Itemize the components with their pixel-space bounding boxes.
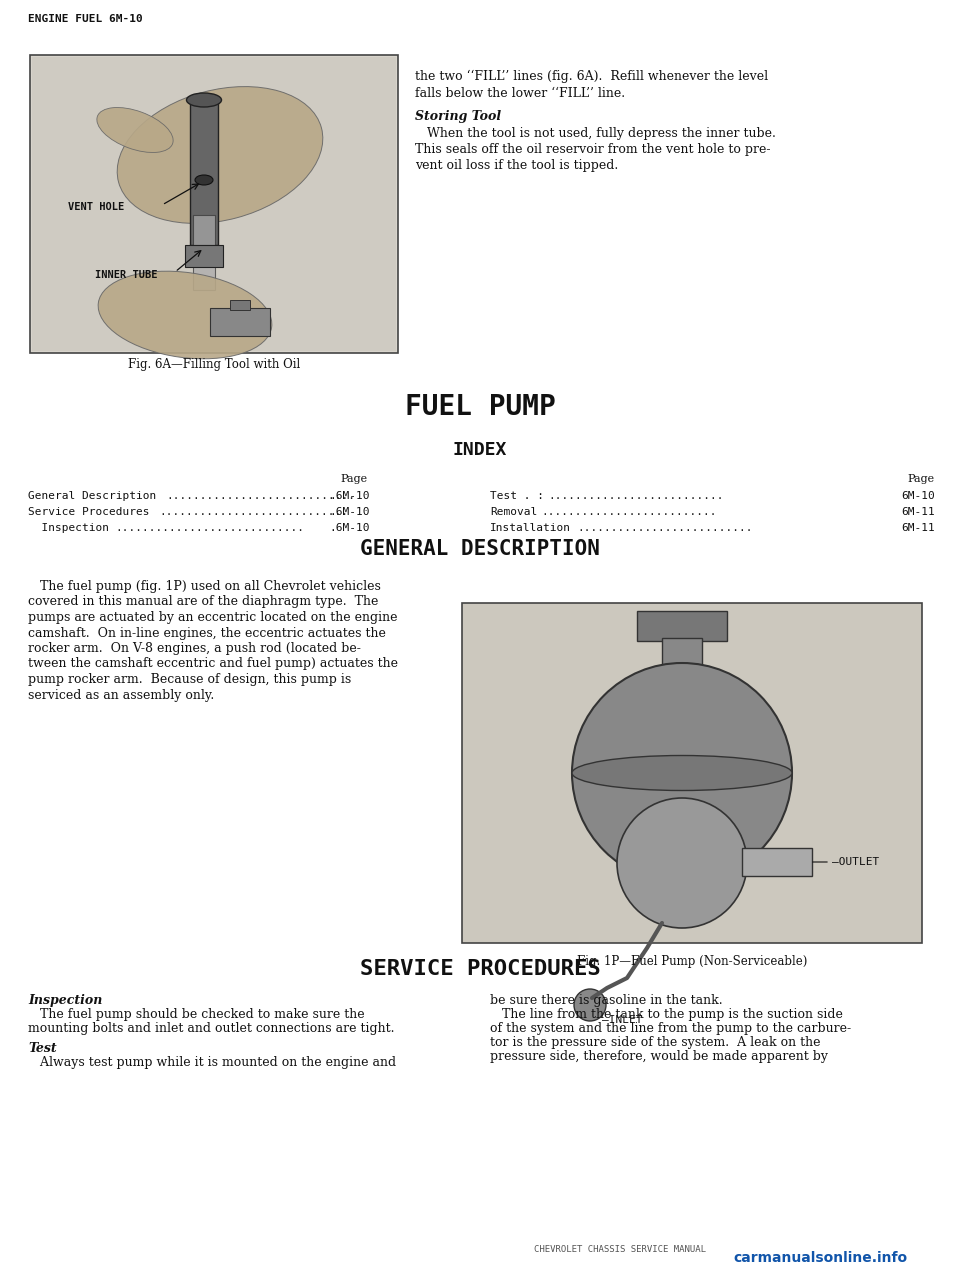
Text: ..........................: .......................... xyxy=(548,491,724,501)
Bar xyxy=(32,57,396,352)
Text: Service Procedures: Service Procedures xyxy=(28,508,150,516)
Text: pump rocker arm.  Because of design, this pump is: pump rocker arm. Because of design, this… xyxy=(28,673,351,687)
Text: ............................: ............................ xyxy=(167,491,356,501)
Text: covered in this manual are of the diaphragm type.  The: covered in this manual are of the diaphr… xyxy=(28,595,378,609)
Text: carmanualsonline.info: carmanualsonline.info xyxy=(732,1251,907,1265)
Bar xyxy=(210,308,270,336)
Text: Inspection: Inspection xyxy=(28,994,103,1008)
Text: INDEX: INDEX xyxy=(453,442,507,459)
Text: ..........................: .......................... xyxy=(541,508,716,516)
Text: tween the camshaft eccentric and fuel pump) actuates the: tween the camshaft eccentric and fuel pu… xyxy=(28,657,398,670)
Text: CHEVROLET CHASSIS SERVICE MANUAL: CHEVROLET CHASSIS SERVICE MANUAL xyxy=(534,1245,706,1254)
Text: pumps are actuated by an eccentric located on the engine: pumps are actuated by an eccentric locat… xyxy=(28,610,397,624)
Text: .6M-10: .6M-10 xyxy=(329,491,370,501)
Ellipse shape xyxy=(572,755,792,791)
Text: The fuel pump (fig. 1P) used on all Chevrolet vehicles: The fuel pump (fig. 1P) used on all Chev… xyxy=(28,580,381,593)
Ellipse shape xyxy=(117,86,323,223)
Bar xyxy=(185,245,223,266)
Text: Inspection: Inspection xyxy=(28,523,109,533)
Text: 6M-11: 6M-11 xyxy=(901,508,935,516)
Circle shape xyxy=(572,662,792,883)
Text: Test . :: Test . : xyxy=(490,491,544,501)
Text: 6M-10: 6M-10 xyxy=(901,491,935,501)
Text: of the system and the line from the pump to the carbure-: of the system and the line from the pump… xyxy=(490,1022,852,1036)
Text: vent oil loss if the tool is tipped.: vent oil loss if the tool is tipped. xyxy=(415,159,618,173)
Text: Test: Test xyxy=(28,1042,57,1055)
Text: Page: Page xyxy=(341,475,368,483)
Text: .6M-10: .6M-10 xyxy=(329,508,370,516)
Text: Storing Tool: Storing Tool xyxy=(415,110,501,123)
Text: 6M-11: 6M-11 xyxy=(901,523,935,533)
Text: The line from the tank to the pump is the suction side: The line from the tank to the pump is th… xyxy=(490,1008,843,1022)
Text: When the tool is not used, fully depress the inner tube.: When the tool is not used, fully depress… xyxy=(415,127,776,140)
Text: VENT HOLE: VENT HOLE xyxy=(68,202,124,212)
Text: —INLET: —INLET xyxy=(602,1015,642,1025)
Bar xyxy=(662,638,702,667)
Text: Fig. 1P—Fuel Pump (Non-Serviceable): Fig. 1P—Fuel Pump (Non-Serviceable) xyxy=(577,956,807,968)
Bar xyxy=(230,299,250,310)
Text: tor is the pressure side of the system.  A leak on the: tor is the pressure side of the system. … xyxy=(490,1036,821,1049)
Text: the two ‘‘FILL’’ lines (fig. 6A).  Refill whenever the level: the two ‘‘FILL’’ lines (fig. 6A). Refill… xyxy=(415,70,768,82)
Text: .6M-10: .6M-10 xyxy=(329,523,370,533)
Text: rocker arm.  On V-8 engines, a push rod (located be-: rocker arm. On V-8 engines, a push rod (… xyxy=(28,642,361,655)
Text: —OUTLET: —OUTLET xyxy=(832,857,879,867)
Text: camshaft.  On in-line engines, the eccentric actuates the: camshaft. On in-line engines, the eccent… xyxy=(28,627,386,640)
Text: ..........................: .......................... xyxy=(578,523,753,533)
Text: INNER TUBE: INNER TUBE xyxy=(95,270,157,280)
Text: serviced as an assembly only.: serviced as an assembly only. xyxy=(28,689,214,702)
Ellipse shape xyxy=(97,108,173,152)
Text: FUEL PUMP: FUEL PUMP xyxy=(404,393,556,421)
Bar xyxy=(193,214,215,291)
Text: Installation: Installation xyxy=(490,523,571,533)
Text: ENGINE FUEL 6M-10: ENGINE FUEL 6M-10 xyxy=(28,14,143,24)
Circle shape xyxy=(617,798,747,928)
Text: mounting bolts and inlet and outlet connections are tight.: mounting bolts and inlet and outlet conn… xyxy=(28,1022,395,1036)
Ellipse shape xyxy=(98,272,272,359)
Ellipse shape xyxy=(195,175,213,185)
Text: be sure there is gasoline in the tank.: be sure there is gasoline in the tank. xyxy=(490,994,723,1008)
Text: General Description: General Description xyxy=(28,491,156,501)
Text: ............................: ............................ xyxy=(159,508,348,516)
Ellipse shape xyxy=(186,93,222,107)
Text: SERVICE PROCEDURES: SERVICE PROCEDURES xyxy=(360,959,600,978)
Bar xyxy=(637,610,727,641)
Bar xyxy=(190,100,218,245)
Text: GENERAL DESCRIPTION: GENERAL DESCRIPTION xyxy=(360,539,600,560)
Text: pressure side, therefore, would be made apparent by: pressure side, therefore, would be made … xyxy=(490,1049,828,1063)
Text: Fig. 6A—Filling Tool with Oil: Fig. 6A—Filling Tool with Oil xyxy=(128,358,300,371)
Text: This seals off the oil reservoir from the vent hole to pre-: This seals off the oil reservoir from th… xyxy=(415,143,771,156)
Text: Always test pump while it is mounted on the engine and: Always test pump while it is mounted on … xyxy=(28,1056,396,1068)
Circle shape xyxy=(574,989,606,1022)
Bar xyxy=(462,603,922,943)
Bar xyxy=(742,848,812,876)
Text: falls below the lower ‘‘FILL’’ line.: falls below the lower ‘‘FILL’’ line. xyxy=(415,88,625,100)
Text: ............................: ............................ xyxy=(115,523,304,533)
Text: The fuel pump should be checked to make sure the: The fuel pump should be checked to make … xyxy=(28,1008,365,1022)
Text: Page: Page xyxy=(908,475,935,483)
Text: Removal: Removal xyxy=(490,508,538,516)
Bar xyxy=(30,55,398,353)
